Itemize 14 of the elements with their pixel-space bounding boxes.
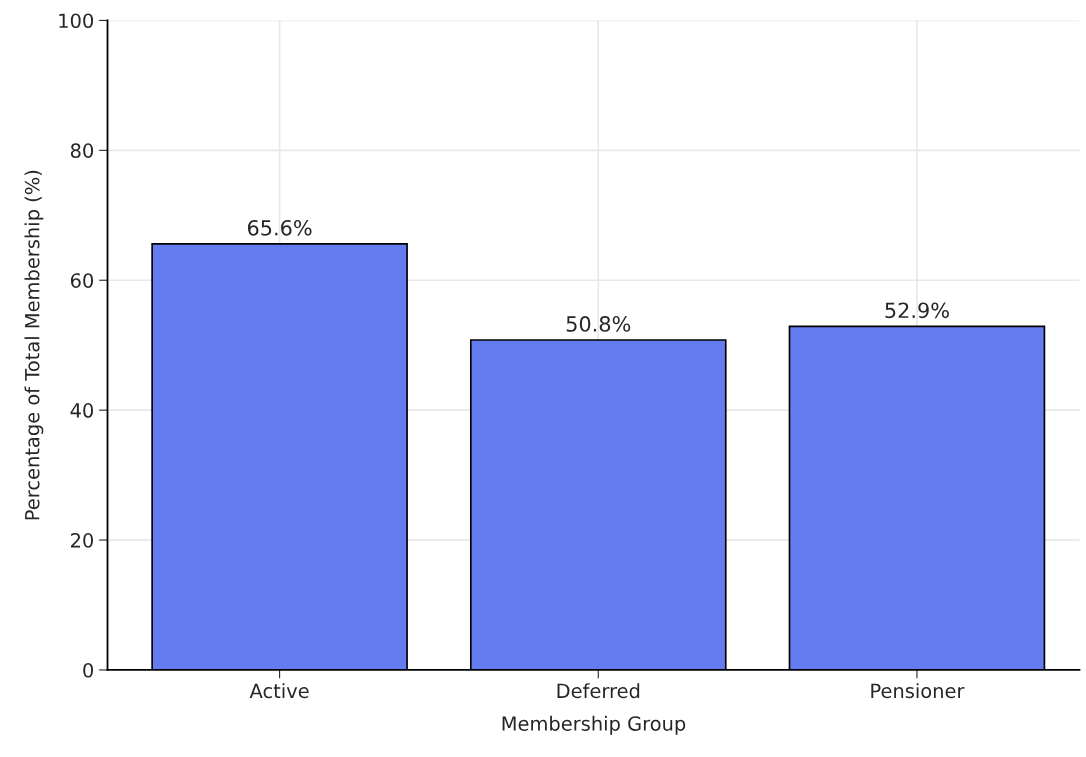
data-label: 52.9% [885,302,949,319]
data-label: 65.6% [247,219,312,236]
x-tick-label: Active [249,683,309,699]
y-tick-label: 0 [83,662,94,678]
x-axis-title: Membership Group [502,715,686,735]
y-tick-label: 20 [71,533,94,548]
data-label: 50.8% [566,316,631,332]
y-tick-label: 60 [70,273,94,288]
y-tick-label: 40 [70,403,94,418]
x-tick-label: Pensioner [871,683,965,699]
y-tick-label: 80 [70,143,94,158]
y-axis-title: Percentage of Total Membership (%) [24,170,44,520]
y-tick-label: 100 [59,13,94,29]
x-tick-label: Deferred [557,683,640,699]
